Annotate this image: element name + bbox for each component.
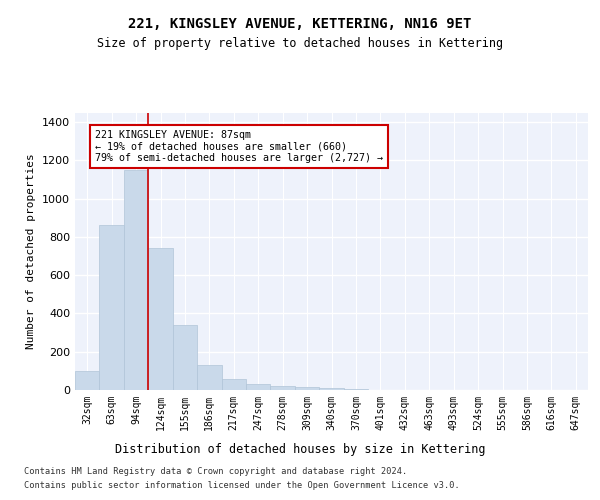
Bar	[344, 389, 368, 390]
Bar	[124, 170, 148, 390]
Bar	[221, 380, 246, 390]
Text: 221, KINGSLEY AVENUE, KETTERING, NN16 9ET: 221, KINGSLEY AVENUE, KETTERING, NN16 9E…	[128, 18, 472, 32]
Bar	[246, 384, 271, 390]
Bar	[148, 248, 173, 390]
Y-axis label: Number of detached properties: Number of detached properties	[26, 154, 37, 349]
Bar	[271, 386, 295, 390]
Text: Contains HM Land Registry data © Crown copyright and database right 2024.: Contains HM Land Registry data © Crown c…	[24, 466, 407, 475]
Bar	[295, 387, 319, 390]
Bar	[75, 371, 100, 390]
Bar	[100, 226, 124, 390]
Text: 221 KINGSLEY AVENUE: 87sqm
← 19% of detached houses are smaller (660)
79% of sem: 221 KINGSLEY AVENUE: 87sqm ← 19% of deta…	[95, 130, 383, 163]
Bar	[319, 388, 344, 390]
Text: Contains public sector information licensed under the Open Government Licence v3: Contains public sector information licen…	[24, 480, 460, 490]
Bar	[173, 325, 197, 390]
Text: Distribution of detached houses by size in Kettering: Distribution of detached houses by size …	[115, 442, 485, 456]
Bar	[197, 365, 221, 390]
Text: Size of property relative to detached houses in Kettering: Size of property relative to detached ho…	[97, 38, 503, 51]
